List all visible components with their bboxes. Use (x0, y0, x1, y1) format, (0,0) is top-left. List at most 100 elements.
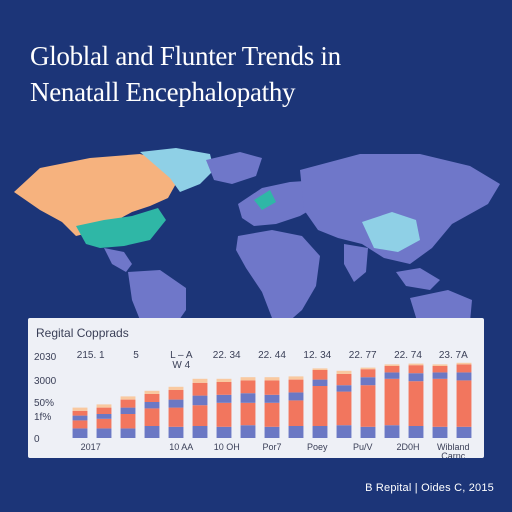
bar-segment (144, 402, 160, 409)
africa-region (236, 230, 320, 324)
bar-segment (312, 379, 328, 386)
bar-segment (240, 377, 256, 381)
bar-segment (264, 426, 280, 438)
bar-segment (456, 364, 472, 373)
bar-segment (192, 405, 208, 426)
bar-segment (288, 379, 304, 393)
islands-region (396, 268, 440, 290)
bar-segment (312, 370, 328, 380)
x-tick-label: 2017 (81, 442, 101, 452)
bar-segment (384, 425, 400, 438)
bar-segment (168, 390, 184, 400)
bar-segment (216, 394, 232, 403)
bar-segment (384, 372, 400, 379)
bar-segment (312, 426, 328, 438)
bar-value-label: L – A (170, 350, 193, 361)
bar-segment (288, 392, 304, 401)
bar-segment (120, 428, 136, 438)
bar-segment (384, 378, 400, 426)
bar-segment (96, 418, 112, 429)
bar-value-label: 22. 74 (394, 350, 422, 361)
bar-segment (240, 402, 256, 426)
bar-segment (96, 407, 112, 414)
bar-segment (72, 428, 88, 438)
y-tick-label: 1f% (34, 412, 51, 423)
bar-segment (264, 377, 280, 381)
bar-segment (72, 407, 88, 411)
bar-segment (384, 366, 400, 373)
bar-segment (240, 380, 256, 394)
bar-segment (144, 394, 160, 402)
bar-segment (144, 426, 160, 438)
y-tick-label: 0 (34, 434, 40, 445)
bar-value-label: W 4 (172, 360, 190, 371)
bar-segment (120, 396, 136, 400)
bar-value-label: 22. 77 (349, 350, 377, 361)
china-region (362, 212, 420, 252)
bar-segment (288, 400, 304, 426)
bar-segment (96, 404, 112, 408)
bar-segment (240, 425, 256, 438)
chart-title: Regital Copprads (36, 326, 129, 340)
bar-segment (264, 394, 280, 403)
world-map (14, 148, 500, 340)
india-region (344, 244, 368, 282)
bar-segment (432, 366, 448, 373)
bar-segment (216, 378, 232, 382)
bar-segment (240, 393, 256, 403)
bar-segment (360, 385, 376, 427)
bar-segment (336, 425, 352, 438)
bar-segment (216, 402, 232, 427)
bar-value-label: 22. 34 (213, 350, 241, 361)
y-tick-label: 3000 (34, 376, 57, 387)
bar-segment (432, 372, 448, 379)
bar-segment (408, 365, 424, 374)
bar-segment (456, 372, 472, 381)
bar-segment (456, 380, 472, 427)
usa-region (76, 208, 166, 248)
bar-value-label: 5 (133, 350, 139, 361)
x-tick-label: Pu/V (353, 442, 373, 452)
x-tick-label: Carnc (441, 451, 466, 458)
bar-segment (288, 426, 304, 438)
central-america-region (104, 248, 132, 272)
bar-segment (408, 363, 424, 366)
bar-segment (168, 399, 184, 408)
y-tick-label: 50% (34, 398, 54, 409)
bar-segment (360, 377, 376, 386)
bar-segment (312, 368, 328, 370)
stacked-bar-chart: 2030 3000 50% 1f% 0 215. 1 5 L – AW 4 22. 34 22. … (34, 350, 472, 458)
x-tick-label: 10 OH (214, 442, 240, 452)
bar-segment (192, 382, 208, 396)
greenland-region (206, 152, 262, 184)
bar-segment (336, 385, 352, 392)
bar-segment (96, 414, 112, 419)
bar-segment (120, 407, 136, 414)
bar-segment (336, 391, 352, 426)
bar-segment (264, 402, 280, 427)
bar-value-label: 22. 44 (258, 350, 286, 361)
asia-region (300, 154, 500, 264)
bar-segment (384, 364, 400, 366)
bar-segment (192, 378, 208, 383)
bar-segment (360, 426, 376, 438)
bar-segment (432, 378, 448, 427)
bar-segment (456, 426, 472, 438)
bar-segment (408, 373, 424, 382)
bar-segment (264, 380, 280, 395)
x-tick-label: 10 AA (169, 442, 193, 452)
bar-segment (72, 415, 88, 421)
bar-segment (312, 386, 328, 426)
bar-segment (408, 426, 424, 438)
title-line-1: Globlal and Flunter Trends in (30, 41, 341, 71)
north-america-region (14, 154, 178, 236)
source-credit: B Repital | Oides C, 2015 (365, 482, 494, 494)
bar-segment (168, 426, 184, 438)
bar-segment (120, 414, 136, 429)
bar-segment (456, 362, 472, 365)
x-tick-label: 2D0H (396, 442, 419, 452)
bar-segment (408, 381, 424, 426)
bar-segment (144, 390, 160, 394)
bar-segment (144, 408, 160, 426)
